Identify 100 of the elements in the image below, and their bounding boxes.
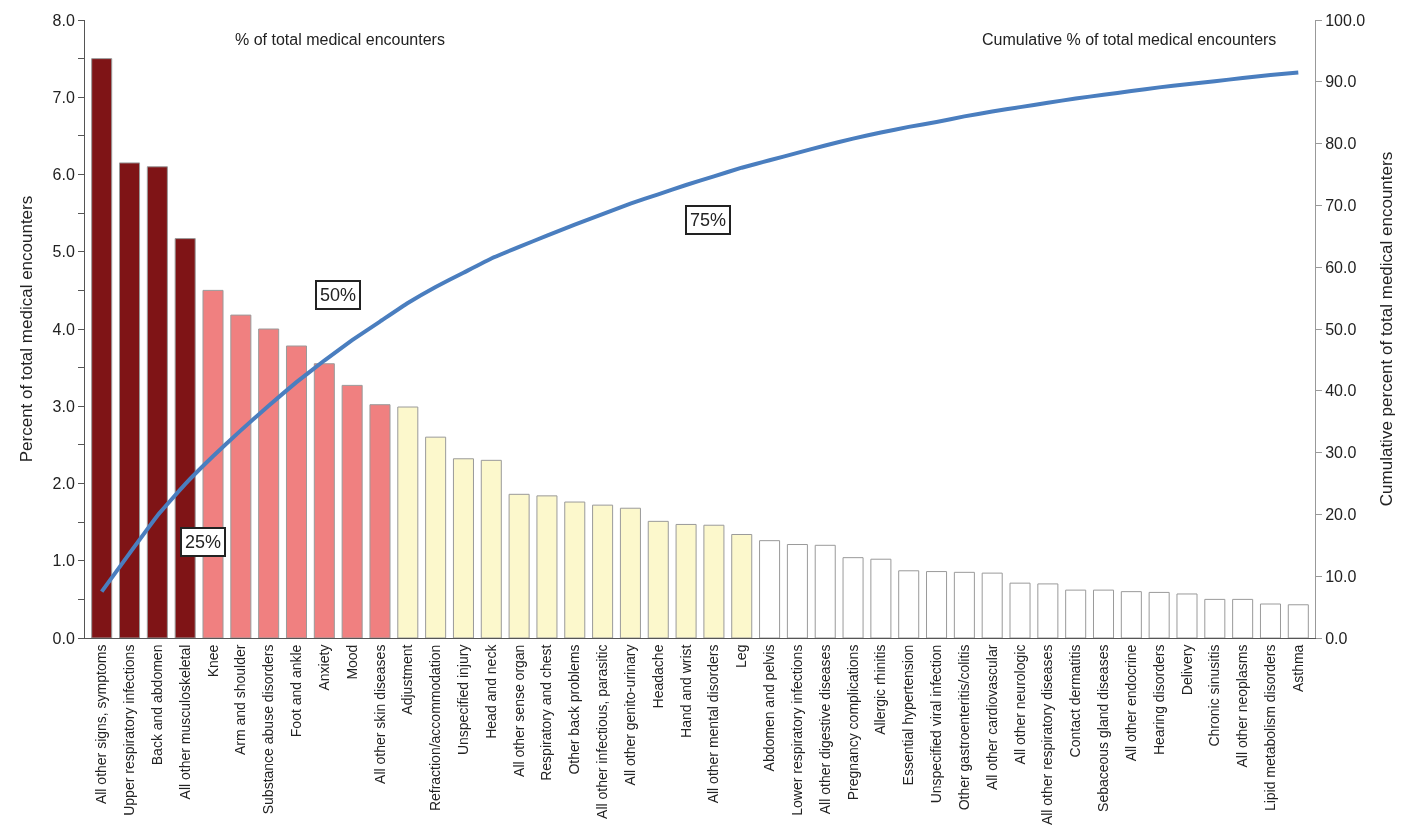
x-tick-label: All other cardiovascular [983, 644, 1000, 791]
y2-tick-label: 20.0 [1325, 506, 1357, 523]
bar [1176, 593, 1198, 638]
bar [1120, 591, 1142, 638]
y-tick-label: 6.0 [52, 166, 75, 184]
y2-tick-label: 100.0 [1325, 11, 1366, 29]
bar [1204, 598, 1226, 638]
bar [313, 363, 335, 638]
bar [759, 540, 781, 638]
bar [369, 404, 391, 638]
x-tick-label: Headache [649, 644, 666, 709]
bar [898, 570, 920, 638]
x-tick-label: Lower respiratory infections [788, 644, 805, 816]
bar [1037, 583, 1059, 638]
y2-tick-label: 90.0 [1325, 73, 1357, 91]
x-tick-label: Foot and ankle [288, 644, 305, 738]
x-tick-label: Substance abuse disorders [260, 644, 277, 815]
x-tick-label: Allergic rhinitis [872, 644, 889, 735]
bar [1287, 604, 1309, 638]
y-tick-label: 8.0 [52, 11, 75, 29]
y-tick-label: 2.0 [52, 475, 75, 493]
x-tick-label: Refraction/accommodation [427, 644, 444, 812]
annotation: Cumulative % of total medical encounters [982, 31, 1277, 48]
bar [536, 495, 558, 638]
bar [1092, 589, 1115, 638]
x-tick-label: Knee [204, 644, 221, 678]
x-tick-label: Unspecified injury [455, 644, 472, 756]
x-tick-label: Sebaceous gland diseases [1095, 644, 1112, 812]
y-tick-label: 7.0 [52, 88, 75, 106]
bar [647, 520, 669, 638]
bar [119, 162, 141, 638]
bar [146, 166, 168, 638]
bar [564, 501, 586, 638]
y-tick-label: 0.0 [52, 629, 75, 647]
x-tick-label: Abdomen and pelvis [761, 644, 778, 772]
y-tick-label: 4.0 [52, 320, 75, 338]
x-tick-label: Pregnancy complications [844, 644, 861, 801]
annotation: 75% [690, 210, 727, 230]
x-tick-label: All other infectious, parasitic [594, 644, 611, 819]
x-tick-label: Contact dermatitis [1067, 644, 1084, 758]
y2-tick-label: 50.0 [1325, 320, 1357, 338]
bar [703, 524, 725, 638]
x-tick-label: All other signs, symptoms [93, 644, 110, 805]
bar [1148, 591, 1170, 638]
bar [258, 328, 280, 638]
annotation: % of total medical encounters [235, 31, 445, 48]
y-tick-label: 5.0 [52, 243, 75, 261]
x-tick-label: Chronic sinusitis [1206, 644, 1223, 747]
x-tick-label: Other back problems [566, 644, 583, 775]
bar [452, 458, 474, 638]
x-tick-label: Head and neck [482, 643, 499, 739]
x-tick-label: All other respiratory diseases [1039, 644, 1056, 826]
x-tick-label: Adjustment [399, 644, 416, 715]
x-tick-label: All other skin diseases [371, 644, 388, 784]
bar [1232, 598, 1254, 638]
bar [592, 504, 614, 638]
x-tick-label: Upper respiratory infections [121, 644, 138, 816]
bar [285, 345, 308, 638]
bar [1009, 582, 1031, 638]
x-tick-label: Mood [343, 644, 360, 680]
y2-tick-label: 10.0 [1325, 567, 1357, 585]
y2-tick-label: 80.0 [1325, 135, 1357, 153]
x-tick-label: Leg [733, 644, 750, 668]
x-tick-label: Other gastroenteritis/colitis [955, 644, 972, 811]
x-tick-label: All other musculoskeletal [176, 644, 193, 800]
y2-tick-label: 70.0 [1325, 197, 1357, 214]
x-tick-label: Hand and wrist [677, 644, 694, 738]
y-tick-label: 3.0 [52, 397, 75, 415]
bar [842, 557, 864, 638]
bar [731, 533, 753, 638]
x-tick-label: All other neurologic [1011, 644, 1028, 765]
x-tick-label: Hearing disorders [1150, 644, 1167, 756]
x-tick-label: All other sense organ [510, 644, 527, 777]
annotation: 25% [185, 532, 222, 552]
bar [341, 384, 363, 638]
x-tick-label: Back and abdomen [148, 644, 165, 766]
x-tick-label: Asthma [1289, 644, 1306, 693]
x-tick-label: Arm and shoulder [232, 644, 249, 756]
bar [981, 572, 1003, 638]
bar [870, 558, 892, 638]
x-tick-label: All other mental disorders [705, 644, 722, 804]
bar [1259, 603, 1281, 638]
x-tick-label: Lipid metabolism disorders [1262, 644, 1279, 812]
annotation: 50% [320, 285, 357, 305]
bar [91, 58, 113, 638]
bar [1065, 589, 1087, 638]
x-tick-label: All other endocrine [1122, 644, 1139, 762]
y2-tick-label: 60.0 [1325, 258, 1357, 276]
y2-tick-label: 40.0 [1325, 382, 1357, 400]
x-tick-label: Unspecified viral infection [928, 644, 945, 804]
x-tick-label: All other neoplasms [1234, 644, 1251, 768]
x-tick-label: All other genito-urinary [621, 644, 638, 786]
y2-tick-label: 30.0 [1325, 444, 1357, 462]
bar [480, 459, 502, 638]
y2-tick-label: 0.0 [1325, 629, 1348, 647]
x-tick-label: Essential hypertension [900, 644, 917, 786]
x-tick-label: Anxiety [315, 644, 332, 691]
x-tick-label: Delivery [1178, 644, 1195, 696]
bar [230, 314, 252, 638]
bar [397, 406, 419, 638]
